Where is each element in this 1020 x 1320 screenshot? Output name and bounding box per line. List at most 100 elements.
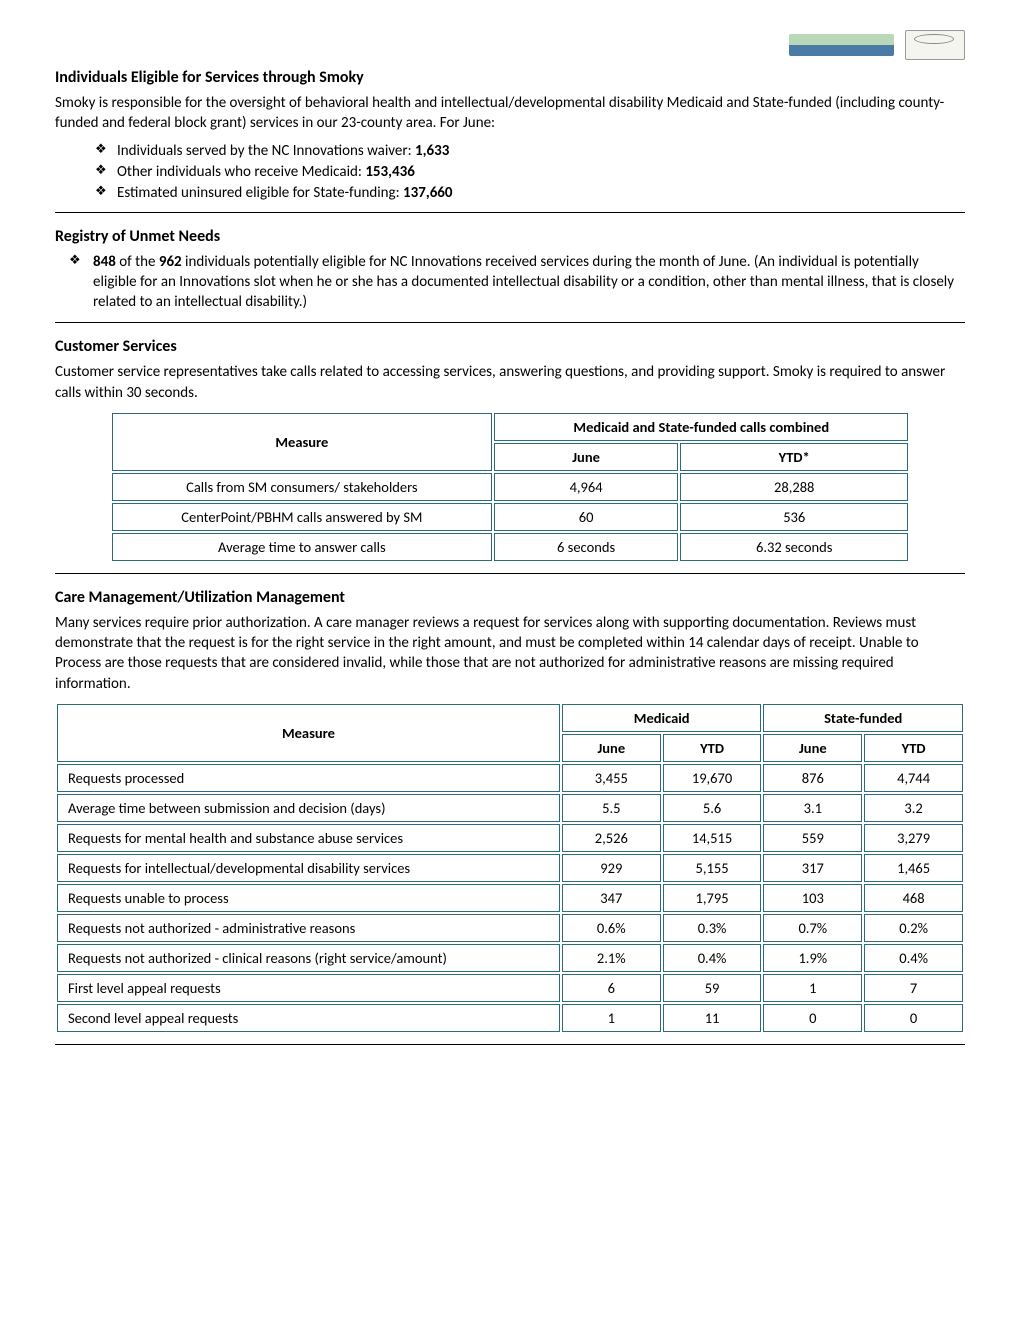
bullet-value: 137,660 xyxy=(403,184,452,202)
cell-medicaid-ytd: 19,670 xyxy=(663,764,762,792)
cell-measure: Second level appeal requests xyxy=(57,1004,560,1032)
cell-state-june: 103 xyxy=(763,884,862,912)
cell-medicaid-ytd: 0.3% xyxy=(663,914,762,942)
registry-rest: individuals potentially eligible for NC … xyxy=(93,253,954,312)
cell-state-ytd: 3,279 xyxy=(864,824,963,852)
section-title-eligible: Individuals Eligible for Services throug… xyxy=(55,68,965,87)
cell-medicaid-june: 0.6% xyxy=(562,914,661,942)
cell-measure: Requests for intellectual/developmental … xyxy=(57,854,560,882)
cell-state-june: 1 xyxy=(763,974,862,1002)
cell-state-june: 559 xyxy=(763,824,862,852)
cell-state-ytd: 0.2% xyxy=(864,914,963,942)
care-management-table: Measure Medicaid State-funded June YTD J… xyxy=(55,702,965,1034)
cell-medicaid-ytd: 5.6 xyxy=(663,794,762,822)
table-row: Calls from SM consumers/ stakeholders 4,… xyxy=(112,473,909,501)
section-title-registry: Registry of Unmet Needs xyxy=(55,227,965,246)
bullet-text: Individuals served by the NC Innovations… xyxy=(117,142,415,160)
table-row: Requests not authorized - administrative… xyxy=(57,914,963,942)
bullet-value: 153,436 xyxy=(365,163,414,181)
cell-medicaid-ytd: 5,155 xyxy=(663,854,762,882)
bullet-value: 1,633 xyxy=(415,142,449,160)
table-row: Requests not authorized - clinical reaso… xyxy=(57,944,963,972)
table-row: Average time to answer calls 6 seconds 6… xyxy=(112,533,909,561)
separator xyxy=(55,1044,965,1045)
table-row: Requests unable to process3471,795103468 xyxy=(57,884,963,912)
cell-medicaid-june: 347 xyxy=(562,884,661,912)
eligible-bullet-list: Individuals served by the NC Innovations… xyxy=(95,142,965,202)
col-header-measure: Measure xyxy=(57,704,560,762)
cell-june: 6 seconds xyxy=(494,533,678,561)
cell-medicaid-ytd: 14,515 xyxy=(663,824,762,852)
cell-medicaid-june: 3,455 xyxy=(562,764,661,792)
cell-measure: Requests for mental health and substance… xyxy=(57,824,560,852)
cell-measure: CenterPoint/PBHM calls answered by SM xyxy=(112,503,493,531)
smoky-logo xyxy=(789,34,894,56)
section1-intro: Smoky is responsible for the oversight o… xyxy=(55,93,965,134)
bullet-text: Estimated uninsured eligible for State-f… xyxy=(117,184,403,202)
cell-measure: Requests processed xyxy=(57,764,560,792)
cell-state-ytd: 1,465 xyxy=(864,854,963,882)
table-row: Requests for mental health and substance… xyxy=(57,824,963,852)
cell-medicaid-ytd: 59 xyxy=(663,974,762,1002)
cell-medicaid-june: 5.5 xyxy=(562,794,661,822)
customer-intro: Customer service representatives take ca… xyxy=(55,362,965,403)
section-title-care: Care Management/Utilization Management xyxy=(55,588,965,607)
cell-medicaid-june: 2,526 xyxy=(562,824,661,852)
cell-state-ytd: 0 xyxy=(864,1004,963,1032)
cell-state-june: 0 xyxy=(763,1004,862,1032)
cell-measure: Requests not authorized - administrative… xyxy=(57,914,560,942)
col-header-ytd: YTD* xyxy=(680,443,908,471)
separator xyxy=(55,573,965,574)
section-title-customer: Customer Services xyxy=(55,337,965,356)
cell-ytd: 536 xyxy=(680,503,908,531)
col-header-measure: Measure xyxy=(112,413,493,471)
separator xyxy=(55,322,965,323)
table-row: Average time between submission and deci… xyxy=(57,794,963,822)
col-header-june-m: June xyxy=(562,734,661,762)
cell-ytd: 28,288 xyxy=(680,473,908,501)
table-row: Requests processed3,45519,6708764,744 xyxy=(57,764,963,792)
table-row: CenterPoint/PBHM calls answered by SM 60… xyxy=(112,503,909,531)
cell-state-june: 3.1 xyxy=(763,794,862,822)
cell-medicaid-june: 6 xyxy=(562,974,661,1002)
cell-state-ytd: 3.2 xyxy=(864,794,963,822)
table-row: Second level appeal requests11100 xyxy=(57,1004,963,1032)
cell-state-ytd: 7 xyxy=(864,974,963,1002)
cell-measure: First level appeal requests xyxy=(57,974,560,1002)
cell-state-ytd: 0.4% xyxy=(864,944,963,972)
cell-state-june: 0.7% xyxy=(763,914,862,942)
col-header-ytd-s: YTD xyxy=(864,734,963,762)
registry-mid: of the xyxy=(116,253,159,271)
cell-state-ytd: 468 xyxy=(864,884,963,912)
col-header-june-s: June xyxy=(763,734,862,762)
col-header-ytd-m: YTD xyxy=(663,734,762,762)
table-row: Requests for intellectual/developmental … xyxy=(57,854,963,882)
cell-medicaid-june: 929 xyxy=(562,854,661,882)
cell-ytd: 6.32 seconds xyxy=(680,533,908,561)
cell-medicaid-june: 2.1% xyxy=(562,944,661,972)
registry-num1: 848 xyxy=(93,253,116,271)
col-header-state: State-funded xyxy=(763,704,963,732)
cell-measure: Average time to answer calls xyxy=(112,533,493,561)
col-header-june: June xyxy=(494,443,678,471)
cell-june: 4,964 xyxy=(494,473,678,501)
cell-state-june: 876 xyxy=(763,764,862,792)
cell-state-june: 1.9% xyxy=(763,944,862,972)
list-item: Other individuals who receive Medicaid: … xyxy=(95,163,965,181)
col-header-group: Medicaid and State-funded calls combined xyxy=(494,413,908,441)
cell-june: 60 xyxy=(494,503,678,531)
cell-medicaid-ytd: 0.4% xyxy=(663,944,762,972)
registry-num2: 962 xyxy=(159,253,182,271)
care-intro: Many services require prior authorizatio… xyxy=(55,613,965,694)
cell-measure: Calls from SM consumers/ stakeholders xyxy=(112,473,493,501)
customer-services-table: Measure Medicaid and State-funded calls … xyxy=(110,411,911,563)
cell-measure: Requests not authorized - clinical reaso… xyxy=(57,944,560,972)
col-header-medicaid: Medicaid xyxy=(562,704,762,732)
cell-measure: Average time between submission and deci… xyxy=(57,794,560,822)
cell-state-june: 317 xyxy=(763,854,862,882)
list-item: Individuals served by the NC Innovations… xyxy=(95,142,965,160)
cell-measure: Requests unable to process xyxy=(57,884,560,912)
list-item: Estimated uninsured eligible for State-f… xyxy=(95,184,965,202)
registry-paragraph: 848 of the 962 individuals potentially e… xyxy=(55,252,965,313)
separator xyxy=(55,212,965,213)
